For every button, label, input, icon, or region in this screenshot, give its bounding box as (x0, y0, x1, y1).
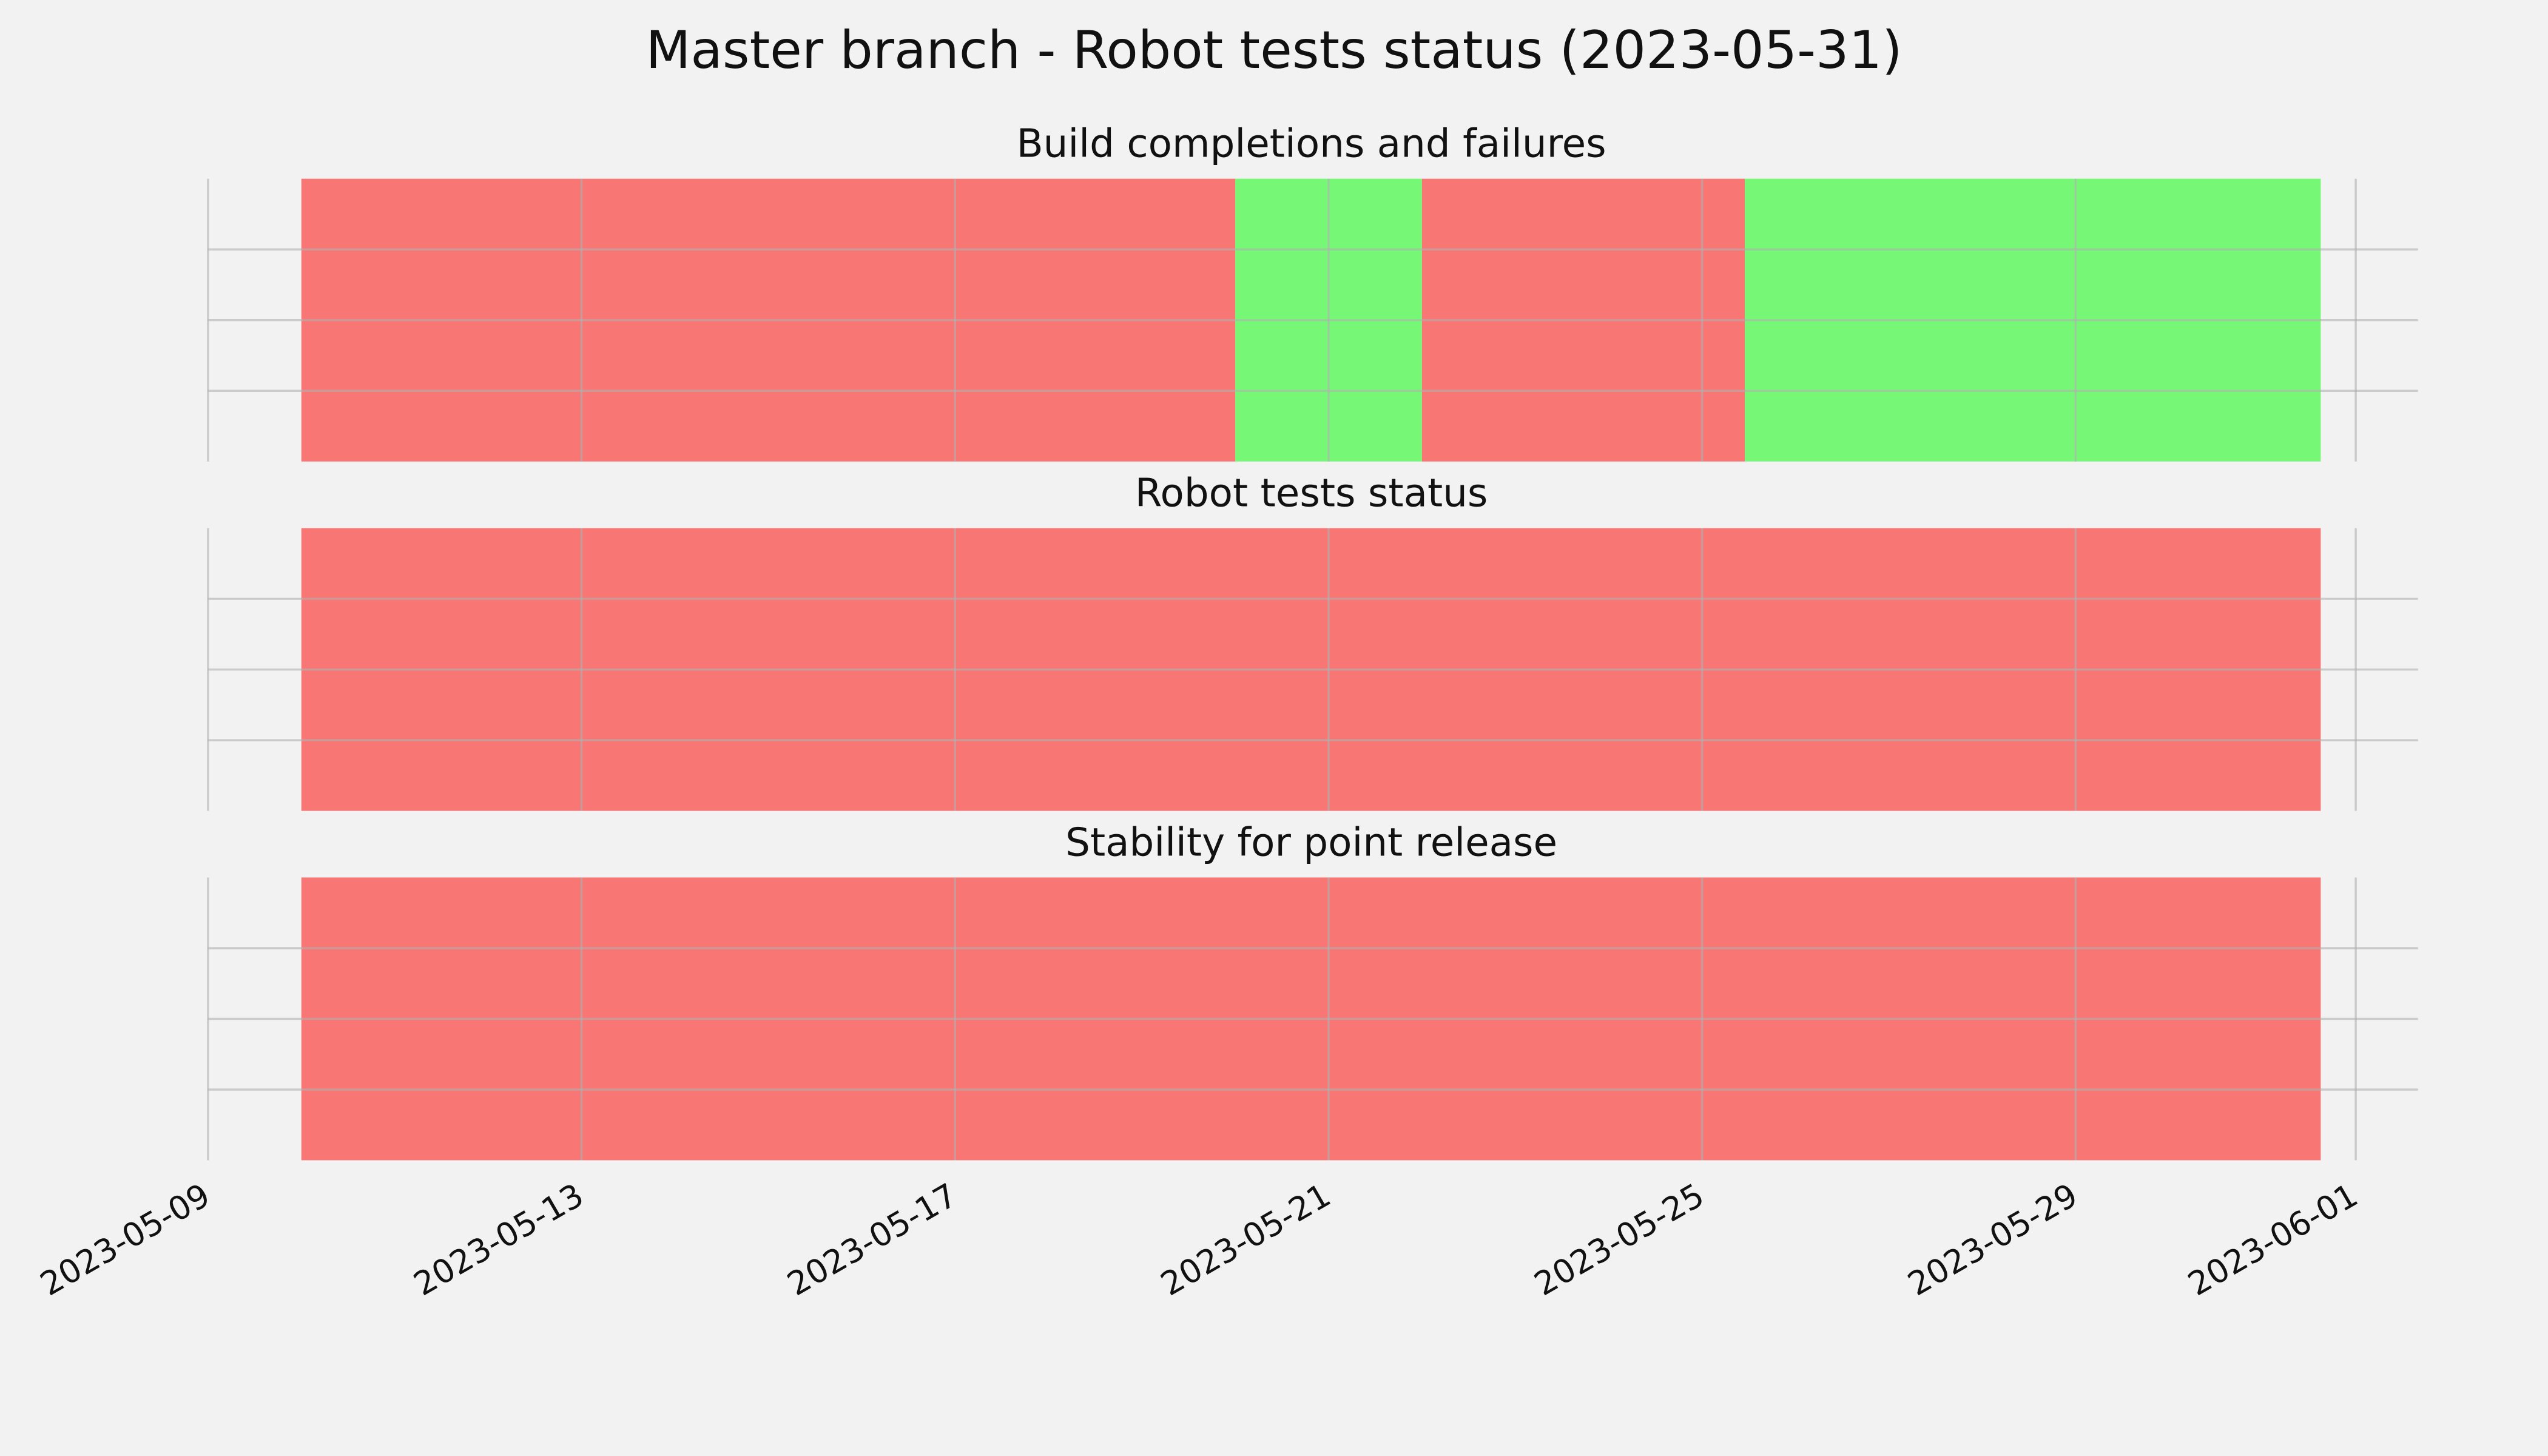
panel-title: Robot tests status (1135, 471, 1488, 516)
chart-title: Master branch - Robot tests status (2023… (645, 20, 1902, 81)
panel-title: Stability for point release (1065, 820, 1557, 865)
panel-title: Build completions and failures (1017, 121, 1606, 167)
